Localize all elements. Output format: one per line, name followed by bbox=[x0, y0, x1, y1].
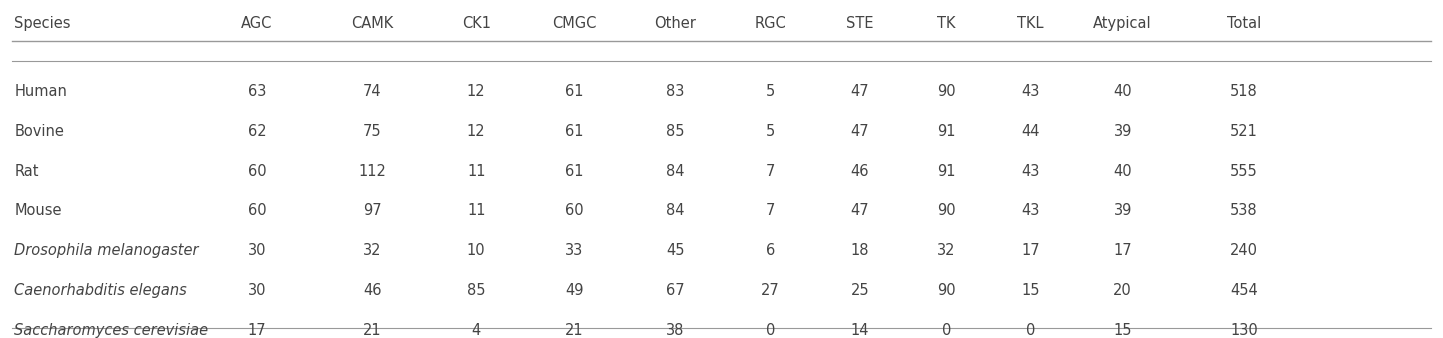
Text: 90: 90 bbox=[938, 203, 955, 218]
Text: 43: 43 bbox=[1022, 84, 1039, 99]
Text: 4: 4 bbox=[472, 323, 481, 338]
Text: 43: 43 bbox=[1022, 203, 1039, 218]
Text: 32: 32 bbox=[364, 243, 381, 258]
Text: 518: 518 bbox=[1229, 84, 1258, 99]
Text: RGC: RGC bbox=[755, 16, 786, 31]
Text: 12: 12 bbox=[468, 124, 485, 139]
Text: 17: 17 bbox=[1114, 243, 1131, 258]
Text: 85: 85 bbox=[468, 283, 485, 298]
Text: 60: 60 bbox=[248, 203, 266, 218]
Text: Total: Total bbox=[1227, 16, 1261, 31]
Text: Mouse: Mouse bbox=[14, 203, 62, 218]
Text: 47: 47 bbox=[851, 124, 869, 139]
Text: CMGC: CMGC bbox=[553, 16, 596, 31]
Text: 74: 74 bbox=[364, 84, 381, 99]
Text: Atypical: Atypical bbox=[1094, 16, 1152, 31]
Text: Bovine: Bovine bbox=[14, 124, 65, 139]
Text: 43: 43 bbox=[1022, 164, 1039, 178]
Text: 15: 15 bbox=[1114, 323, 1131, 338]
Text: 45: 45 bbox=[667, 243, 684, 258]
Text: 17: 17 bbox=[1022, 243, 1039, 258]
Text: 20: 20 bbox=[1114, 283, 1131, 298]
Text: 75: 75 bbox=[364, 124, 381, 139]
Text: 91: 91 bbox=[938, 164, 955, 178]
Text: 11: 11 bbox=[468, 203, 485, 218]
Text: 63: 63 bbox=[248, 84, 266, 99]
Text: AGC: AGC bbox=[241, 16, 273, 31]
Text: 21: 21 bbox=[566, 323, 583, 338]
Text: 521: 521 bbox=[1229, 124, 1258, 139]
Text: Caenorhabditis elegans: Caenorhabditis elegans bbox=[14, 283, 188, 298]
Text: 39: 39 bbox=[1114, 203, 1131, 218]
Text: Drosophila melanogaster: Drosophila melanogaster bbox=[14, 243, 199, 258]
Text: 12: 12 bbox=[468, 84, 485, 99]
Text: 49: 49 bbox=[566, 283, 583, 298]
Text: 40: 40 bbox=[1114, 164, 1131, 178]
Text: 454: 454 bbox=[1229, 283, 1258, 298]
Text: 11: 11 bbox=[468, 164, 485, 178]
Text: 46: 46 bbox=[364, 283, 381, 298]
Text: 5: 5 bbox=[766, 84, 775, 99]
Text: 91: 91 bbox=[938, 124, 955, 139]
Text: 67: 67 bbox=[667, 283, 684, 298]
Text: 130: 130 bbox=[1229, 323, 1258, 338]
Text: 18: 18 bbox=[851, 243, 869, 258]
Text: 47: 47 bbox=[851, 203, 869, 218]
Text: 7: 7 bbox=[766, 203, 775, 218]
Text: CK1: CK1 bbox=[462, 16, 491, 31]
Text: 85: 85 bbox=[667, 124, 684, 139]
Text: 0: 0 bbox=[766, 323, 775, 338]
Text: 83: 83 bbox=[667, 84, 684, 99]
Text: 112: 112 bbox=[358, 164, 387, 178]
Text: 62: 62 bbox=[248, 124, 266, 139]
Text: TKL: TKL bbox=[1017, 16, 1043, 31]
Text: 60: 60 bbox=[248, 164, 266, 178]
Text: 38: 38 bbox=[667, 323, 684, 338]
Text: 61: 61 bbox=[566, 164, 583, 178]
Text: 555: 555 bbox=[1229, 164, 1258, 178]
Text: Saccharomyces cerevisiae: Saccharomyces cerevisiae bbox=[14, 323, 209, 338]
Text: 5: 5 bbox=[766, 124, 775, 139]
Text: 6: 6 bbox=[766, 243, 775, 258]
Text: 10: 10 bbox=[468, 243, 485, 258]
Text: 32: 32 bbox=[938, 243, 955, 258]
Text: 15: 15 bbox=[1022, 283, 1039, 298]
Text: 60: 60 bbox=[566, 203, 583, 218]
Text: Rat: Rat bbox=[14, 164, 39, 178]
Text: 97: 97 bbox=[364, 203, 381, 218]
Text: 44: 44 bbox=[1022, 124, 1039, 139]
Text: 40: 40 bbox=[1114, 84, 1131, 99]
Text: Human: Human bbox=[14, 84, 68, 99]
Text: STE: STE bbox=[846, 16, 874, 31]
Text: 61: 61 bbox=[566, 124, 583, 139]
Text: CAMK: CAMK bbox=[351, 16, 394, 31]
Text: 46: 46 bbox=[851, 164, 869, 178]
Text: 30: 30 bbox=[248, 283, 266, 298]
Text: 17: 17 bbox=[248, 323, 266, 338]
Text: 21: 21 bbox=[364, 323, 381, 338]
Text: 0: 0 bbox=[942, 323, 951, 338]
Text: 33: 33 bbox=[566, 243, 583, 258]
Text: 7: 7 bbox=[766, 164, 775, 178]
Text: 47: 47 bbox=[851, 84, 869, 99]
Text: 14: 14 bbox=[851, 323, 869, 338]
Text: 90: 90 bbox=[938, 283, 955, 298]
Text: Other: Other bbox=[654, 16, 697, 31]
Text: 61: 61 bbox=[566, 84, 583, 99]
Text: 39: 39 bbox=[1114, 124, 1131, 139]
Text: Species: Species bbox=[14, 16, 71, 31]
Text: 84: 84 bbox=[667, 164, 684, 178]
Text: 25: 25 bbox=[851, 283, 869, 298]
Text: 84: 84 bbox=[667, 203, 684, 218]
Text: 30: 30 bbox=[248, 243, 266, 258]
Text: 27: 27 bbox=[762, 283, 779, 298]
Text: TK: TK bbox=[938, 16, 955, 31]
Text: 0: 0 bbox=[1026, 323, 1035, 338]
Text: 538: 538 bbox=[1229, 203, 1258, 218]
Text: 240: 240 bbox=[1229, 243, 1258, 258]
Text: 90: 90 bbox=[938, 84, 955, 99]
